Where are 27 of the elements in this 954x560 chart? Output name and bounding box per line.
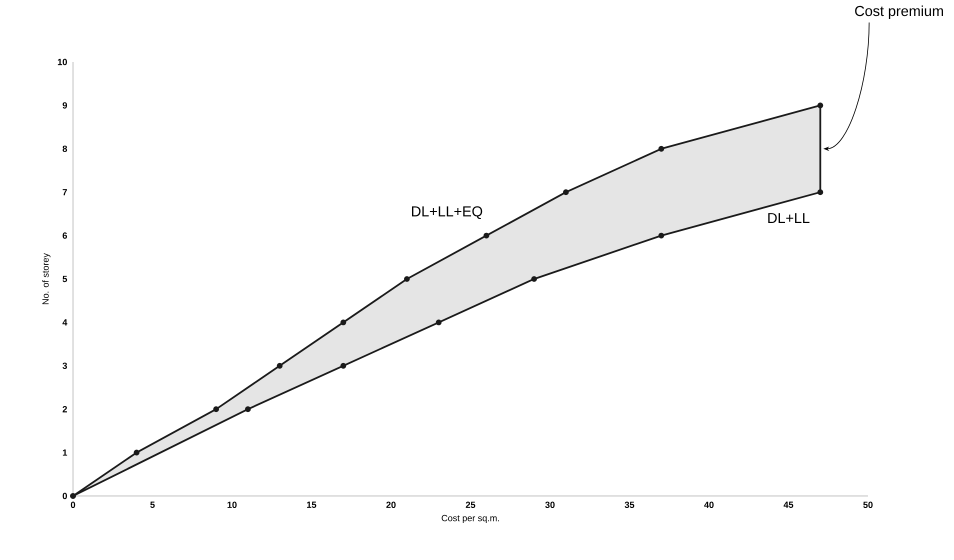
y-tick-label: 7 (62, 189, 67, 196)
y-tick-label: 6 (62, 232, 68, 239)
y-tick-label: 5 (62, 276, 68, 282)
text: Cost premium (855, 6, 943, 19)
y-axis-title: No. of storey (42, 253, 50, 304)
x-tick-label: 30 (545, 502, 555, 508)
y-tick-label: 4 (62, 319, 68, 326)
x-axis-title: Cost per sq.m. (442, 514, 499, 524)
x-tick-label: 40 (704, 502, 714, 508)
x-tick-label: 5 (150, 502, 155, 508)
y-tick-label: 10 (58, 58, 67, 66)
y-tick-label: 8 (62, 146, 68, 152)
x-tick-label: 50 (863, 502, 873, 508)
y-tick-label: 3 (62, 362, 68, 369)
x-tick-label: 15 (307, 502, 316, 508)
x-tick-label: 45 (784, 502, 794, 508)
y-tick-label: 0 (62, 492, 67, 500)
series-label: DL+LL (768, 213, 810, 223)
y-tick-label: 1 (62, 449, 68, 456)
x-tick-label: 25 (466, 502, 476, 508)
x-tick-label: 0 (70, 502, 76, 508)
x-tick-label: 20 (386, 502, 396, 508)
x-tick-label: 10 (228, 502, 237, 508)
y-tick-label: 9 (62, 102, 68, 109)
y-tick-label: 2 (62, 406, 67, 412)
series-label: DL+LL+EQ (412, 206, 482, 220)
x-tick-label: 35 (624, 502, 634, 508)
